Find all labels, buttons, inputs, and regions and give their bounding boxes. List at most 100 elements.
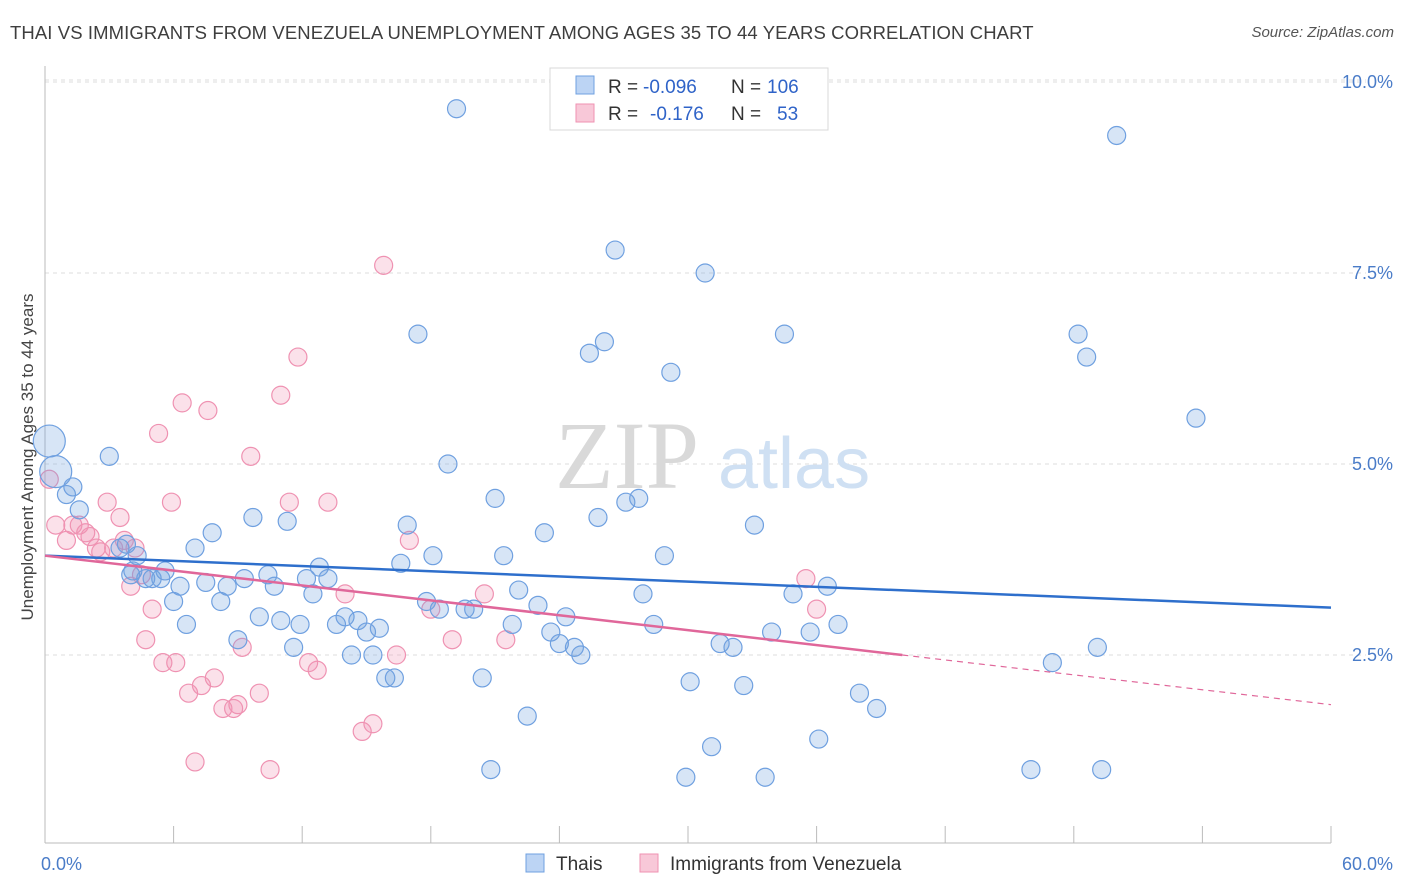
thais-point-10: [127, 546, 147, 566]
thais-point-70: [579, 343, 600, 363]
watermark: ZIP atlas: [555, 402, 870, 509]
thais-point-101: [1077, 347, 1097, 367]
thais-point-76: [633, 584, 653, 604]
legend-r-label-thais: R =: [608, 77, 638, 98]
venezuela-point-11: [110, 507, 130, 528]
thais-point-32: [290, 614, 310, 635]
thais-point-97: [867, 698, 887, 719]
thais-point-17: [176, 614, 197, 635]
thais-point-41: [356, 622, 377, 642]
thais-point-86: [734, 675, 754, 696]
legend-n-label-venezuela: N =: [731, 104, 761, 125]
legend-r-label-venezuela: R =: [608, 104, 638, 125]
thais-point-4: [69, 500, 89, 520]
thais-point-102: [1087, 637, 1107, 657]
venezuela-point-24: [185, 752, 205, 772]
venezuela-point-9: [97, 492, 117, 512]
venezuela-point-1: [46, 515, 66, 535]
thais-point-85: [723, 637, 743, 657]
venezuela-point-33: [260, 759, 280, 780]
thais-point-63: [528, 595, 548, 615]
thais-point-100: [1068, 324, 1088, 344]
trend-line-venezuela-extension: [902, 654, 1332, 706]
thais-point-2: [56, 484, 77, 505]
thais-point-75: [629, 488, 649, 508]
thais-point-52: [438, 454, 458, 474]
series-venezuela-points: [39, 255, 827, 780]
thais-point-20: [202, 523, 222, 543]
thais-point-26: [249, 607, 269, 627]
thais-point-47: [397, 515, 417, 535]
thais-point-103: [1092, 759, 1112, 780]
venezuela-point-22: [172, 393, 192, 413]
legend-n-value-venezuela: 53: [777, 104, 798, 125]
thais-point-29: [271, 611, 291, 631]
thais-point-38: [335, 607, 355, 627]
thais-point-0: [32, 424, 66, 458]
thais-point-90: [774, 324, 795, 344]
thais-point-79: [661, 362, 681, 382]
thais-point-48: [408, 324, 428, 344]
thais-point-91: [783, 584, 803, 604]
legend-bottom-label-thais: Thais: [556, 854, 602, 875]
trend-lines: [44, 554, 1332, 706]
venezuela-point-41: [352, 721, 372, 742]
legend-bottom-swatch-thais: [525, 853, 545, 873]
y-tick-label-1: 5.0%: [1352, 454, 1393, 474]
legend-r-value-thais: -0.096: [643, 77, 697, 98]
legend-r-value-venezuela: -0.176: [650, 104, 704, 125]
grid-lines: [45, 79, 1366, 656]
thais-point-42: [363, 645, 383, 665]
thais-point-25: [243, 507, 263, 528]
thais-point-23: [228, 630, 248, 650]
thais-point-64: [534, 523, 554, 543]
tick-labels: 2.5% 5.0% 7.5% 10.0% 0.0% 60.0%: [41, 72, 1393, 874]
x-tick-label-1: 60.0%: [1342, 854, 1393, 874]
chart-source: Source: ZipAtlas.com: [1251, 24, 1394, 41]
venezuela-point-8: [91, 542, 111, 562]
legend-swatch-venezuela: [575, 103, 595, 123]
y-axis-label: Unemployment Among Ages 35 to 44 years: [18, 294, 37, 621]
thais-point-18: [185, 538, 205, 558]
venezuela-point-36: [288, 347, 308, 367]
venezuela-point-27: [204, 668, 224, 688]
venezuela-point-6: [80, 526, 100, 547]
venezuela-point-16: [136, 630, 156, 650]
thais-point-61: [509, 580, 529, 600]
thais-point-57: [481, 759, 501, 780]
legend-bottom-label-venezuela: Immigrants from Venezuela: [670, 854, 902, 875]
legend-n-value-thais: 106: [767, 77, 799, 98]
venezuela-point-28: [213, 698, 233, 719]
thais-point-30: [277, 511, 297, 531]
venezuela-point-18: [148, 423, 169, 444]
venezuela-point-20: [161, 492, 182, 512]
thais-point-74: [616, 492, 636, 512]
venezuela-point-47: [442, 630, 462, 650]
thais-point-39: [341, 645, 362, 665]
legend-bottom: Thais Immigrants from Venezuela: [525, 853, 902, 875]
venezuela-point-39: [318, 492, 338, 512]
thais-point-105: [1107, 125, 1127, 146]
thais-point-58: [485, 488, 505, 508]
thais-point-1: [39, 455, 73, 489]
x-tick-label-0: 0.0%: [41, 854, 82, 874]
thais-point-16: [170, 576, 190, 596]
venezuela-point-32: [249, 683, 269, 703]
thais-point-92: [800, 622, 820, 642]
thais-point-45: [384, 668, 404, 688]
thais-point-88: [755, 767, 775, 787]
thais-point-72: [594, 332, 615, 352]
thais-point-81: [680, 672, 700, 692]
thais-point-60: [502, 614, 522, 635]
venezuela-point-43: [374, 255, 394, 275]
venezuela-point-48: [474, 584, 494, 604]
thais-point-104: [1186, 408, 1206, 428]
legend-bottom-swatch-venezuela: [639, 853, 659, 873]
thais-point-68: [564, 637, 585, 657]
legend-swatch-thais: [575, 75, 595, 95]
thais-point-69: [571, 645, 591, 665]
thais-point-99: [1042, 653, 1062, 673]
y-tick-label-0: 2.5%: [1352, 645, 1393, 665]
thais-point-73: [605, 240, 625, 260]
